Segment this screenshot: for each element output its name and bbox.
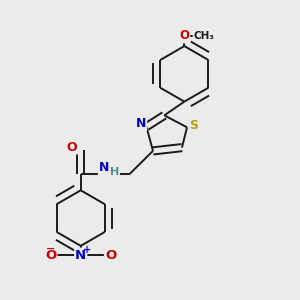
Text: +: + <box>83 245 92 255</box>
Text: O: O <box>67 140 77 154</box>
Text: N: N <box>136 117 146 130</box>
Text: O: O <box>105 249 116 262</box>
Text: O: O <box>179 29 189 42</box>
Text: −: − <box>46 244 56 254</box>
Text: S: S <box>189 119 198 132</box>
Text: H: H <box>110 167 119 176</box>
Text: O: O <box>45 249 56 262</box>
Text: N: N <box>75 249 86 262</box>
Text: N: N <box>99 161 109 174</box>
Text: CH₃: CH₃ <box>194 31 214 41</box>
